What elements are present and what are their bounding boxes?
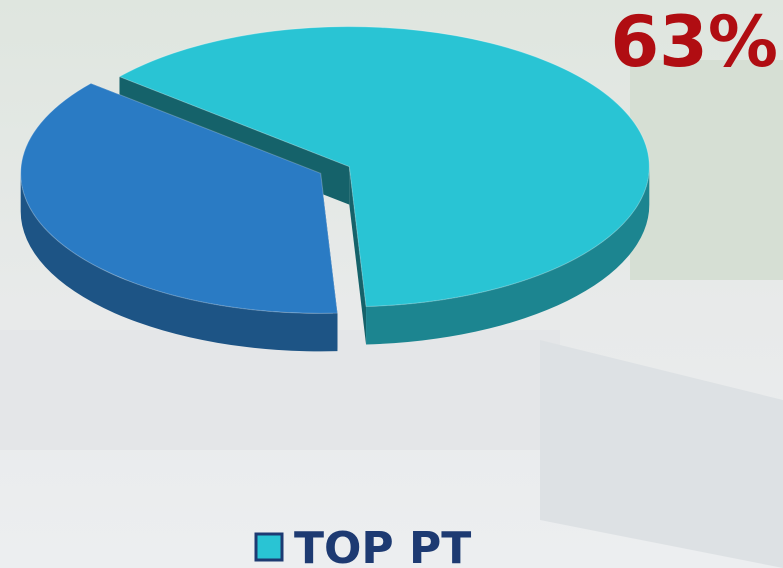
value-label: 63% bbox=[610, 1, 778, 83]
legend-label: TOP PT bbox=[294, 523, 471, 568]
background-trees bbox=[630, 60, 783, 280]
slice bbox=[118, 26, 650, 307]
slice bbox=[20, 82, 339, 314]
background-building bbox=[540, 340, 783, 568]
legend: TOP PT bbox=[254, 523, 471, 568]
slice-cut-face bbox=[349, 166, 367, 345]
slice-side bbox=[20, 173, 338, 352]
labels: 63% bbox=[610, 1, 778, 83]
pie bbox=[20, 26, 650, 352]
legend-swatch bbox=[254, 532, 284, 562]
slice-side bbox=[366, 166, 650, 345]
